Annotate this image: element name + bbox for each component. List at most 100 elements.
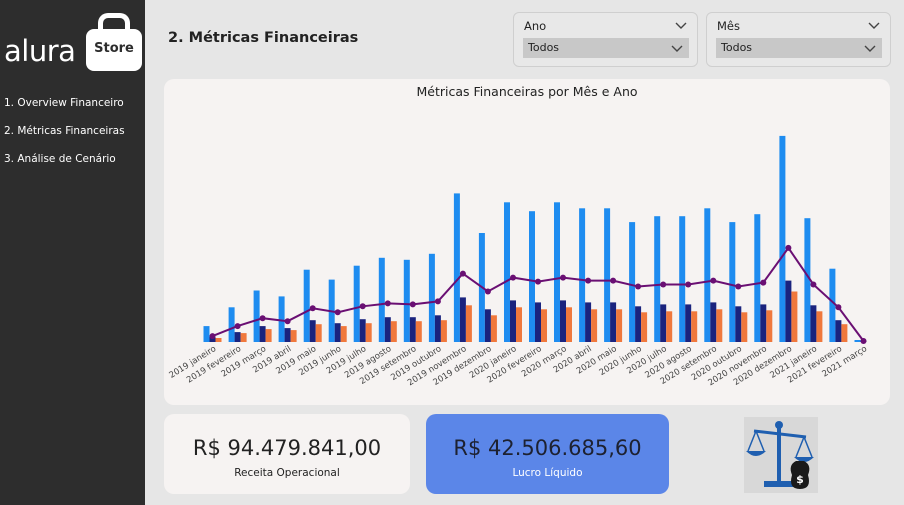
chart-bar[interactable] (359, 319, 366, 342)
chart-bar[interactable] (290, 330, 297, 342)
chart-bar[interactable] (529, 211, 535, 342)
nav-item-overview[interactable]: 1. Overview Financeiro (4, 97, 124, 109)
chart-bar[interactable] (234, 332, 241, 342)
chart-bar[interactable] (453, 193, 460, 342)
chart-bar[interactable] (490, 315, 497, 342)
chart-bar[interactable] (504, 202, 510, 342)
chart-bar[interactable] (604, 208, 611, 342)
chart-bar[interactable] (685, 304, 692, 342)
chart-bar[interactable] (585, 302, 592, 342)
chart-bar[interactable] (484, 309, 491, 342)
chart-bar[interactable] (779, 135, 786, 342)
chart-line-point[interactable] (785, 244, 792, 251)
chart-bar[interactable] (660, 304, 667, 342)
chevron-down-icon[interactable] (868, 19, 880, 31)
chart-bar[interactable] (629, 222, 636, 342)
chart-bar[interactable] (516, 307, 522, 342)
chart-bar[interactable] (259, 326, 266, 342)
chart-bar[interactable] (284, 328, 291, 342)
chart-bar[interactable] (785, 280, 792, 342)
chart-line-point[interactable] (710, 277, 717, 284)
chart-bar[interactable] (654, 216, 661, 342)
chart-bar[interactable] (679, 216, 686, 342)
chart-line-point[interactable] (685, 281, 692, 288)
chart-line-point[interactable] (760, 279, 767, 286)
chart-line-point[interactable] (459, 270, 466, 277)
chart-bar[interactable] (635, 306, 642, 342)
chart-bar[interactable] (434, 315, 441, 342)
chart-bar[interactable] (541, 309, 547, 342)
chart-bar[interactable] (766, 310, 773, 342)
nav-item-analise[interactable]: 3. Análise de Cenário (4, 153, 116, 165)
chart-bar[interactable] (716, 309, 723, 342)
chart-line-point[interactable] (535, 278, 541, 285)
chart-line-point[interactable] (860, 338, 867, 344)
chart-bar[interactable] (554, 202, 560, 342)
chart-line-point[interactable] (359, 303, 366, 310)
chart-line-point[interactable] (835, 304, 842, 311)
chart-bar[interactable] (228, 307, 235, 342)
chart-bar[interactable] (710, 302, 717, 342)
chart-bar[interactable] (309, 320, 316, 342)
chart-bar[interactable] (754, 214, 761, 342)
chart-line-point[interactable] (409, 301, 416, 308)
chart-bar[interactable] (353, 265, 360, 342)
chart-line-point[interactable] (635, 283, 642, 290)
nav-item-metricas[interactable]: 2. Métricas Financeiras (4, 125, 125, 137)
chart-bar[interactable] (610, 302, 617, 342)
chart-bar[interactable] (203, 326, 210, 342)
chart-bar[interactable] (560, 300, 566, 342)
chart-line-point[interactable] (234, 323, 241, 330)
chart-line-point[interactable] (660, 281, 667, 288)
chart-bar[interactable] (334, 323, 341, 342)
chevron-down-icon[interactable] (675, 19, 687, 31)
chart-bar[interactable] (510, 300, 516, 342)
chart-bar[interactable] (465, 305, 472, 342)
chart-line-point[interactable] (810, 281, 817, 288)
chart-bar[interactable] (428, 253, 435, 342)
chevron-down-icon[interactable] (864, 42, 876, 54)
mes-dropdown[interactable]: Todos (716, 38, 882, 58)
chart-line-point[interactable] (484, 288, 491, 295)
chart-bar[interactable] (816, 311, 823, 342)
mes-slicer[interactable]: Mês Todos (706, 12, 891, 67)
chart-bar[interactable] (384, 317, 391, 342)
chart-bar[interactable] (735, 306, 742, 342)
chart-line-point[interactable] (334, 309, 341, 316)
chart-bar[interactable] (791, 291, 798, 343)
chart-bar[interactable] (278, 296, 285, 342)
chevron-down-icon[interactable] (671, 42, 683, 54)
chart-bar[interactable] (409, 317, 416, 342)
chart-bar[interactable] (253, 290, 260, 343)
chart-bar[interactable] (829, 268, 836, 342)
chart-bar[interactable] (835, 320, 842, 342)
chart-line-point[interactable] (735, 283, 742, 290)
chart-bar[interactable] (841, 324, 848, 342)
chart-line-point[interactable] (259, 315, 266, 322)
chart-bar[interactable] (729, 222, 736, 342)
chart-bar[interactable] (566, 307, 572, 342)
chart-bar[interactable] (240, 333, 247, 342)
chart-line-point[interactable] (384, 300, 391, 307)
chart-bar[interactable] (265, 329, 272, 342)
chart-bar[interactable] (403, 259, 410, 342)
chart-bar[interactable] (810, 305, 817, 342)
chart-bar[interactable] (760, 304, 767, 342)
chart-bar[interactable] (691, 311, 698, 342)
chart-line-point[interactable] (309, 305, 316, 312)
chart-bar[interactable] (390, 321, 397, 342)
chart-line-point[interactable] (209, 333, 216, 340)
chart-bar[interactable] (591, 309, 598, 342)
chart-bar[interactable] (459, 297, 466, 342)
chart-bar[interactable] (440, 320, 447, 342)
ano-dropdown[interactable]: Todos (523, 38, 689, 58)
chart-bar[interactable] (704, 208, 711, 342)
chart-bar[interactable] (303, 269, 310, 342)
chart-bar[interactable] (340, 326, 347, 342)
chart-line-point[interactable] (284, 318, 291, 325)
chart-line-point[interactable] (610, 277, 617, 284)
chart-bar[interactable] (535, 302, 541, 342)
chart-bar[interactable] (365, 323, 372, 342)
chart-bar[interactable] (854, 340, 861, 342)
